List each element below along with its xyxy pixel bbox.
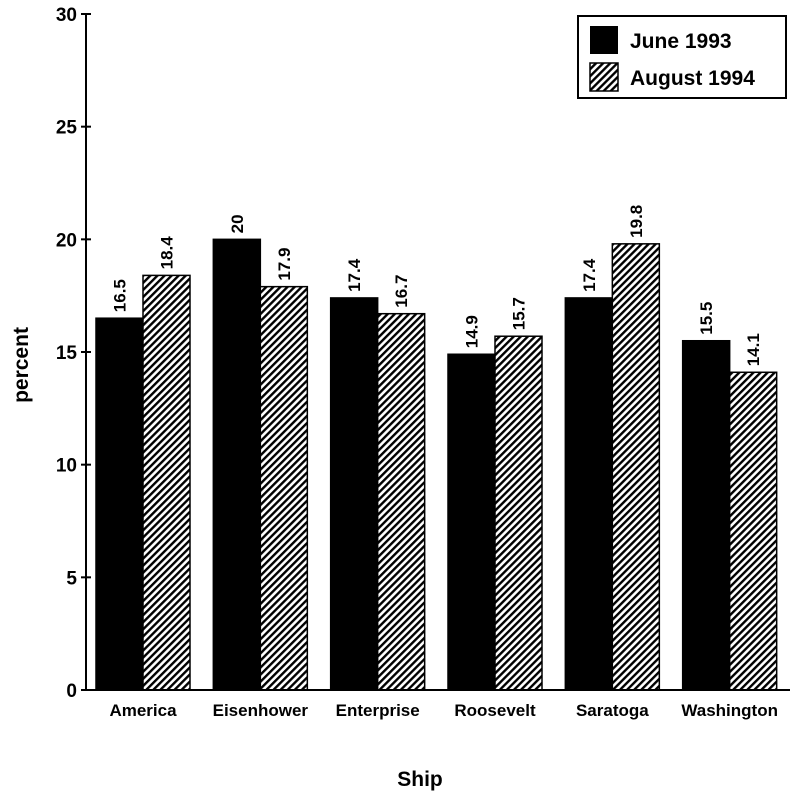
y-tick-label-25: 25: [56, 118, 78, 139]
value-label-america-june-1993: 16.5: [111, 279, 130, 312]
y-tick-label-15: 15: [56, 343, 78, 364]
bar-america-august-1994: [142, 274, 191, 691]
category-label-eisenhower: Eisenhower: [213, 701, 309, 720]
value-labels: 16.5 18.4 20 17.9 17.4 16.7 14.9 15.7 17.4 19.8 15…: [111, 205, 764, 367]
value-label-washington-june-1993: 15.5: [697, 302, 716, 335]
category-label-washington: Washington: [681, 701, 778, 720]
category-label-america: America: [109, 701, 177, 720]
y-tick-label-0: 0: [66, 681, 77, 702]
bar-saratoga-june-1993: [564, 297, 614, 691]
bar-enterprise-june-1993: [329, 297, 379, 691]
axes: America Eisenhower Enterprise Roosevelt Sara…: [56, 5, 790, 720]
bar-enterprise-august-1994: [376, 312, 426, 691]
bars: [95, 238, 778, 691]
category-label-saratoga: Saratoga: [576, 701, 649, 720]
value-label-washington-august-1994: 14.1: [744, 333, 763, 366]
legend: June 1993 August 1994: [577, 15, 787, 99]
bar-saratoga-august-1994: [611, 243, 661, 691]
bar-eisenhower-august-1994: [259, 285, 309, 691]
legend-label-august-1994: August 1994: [630, 67, 755, 90]
bar-eisenhower-june-1993: [212, 238, 262, 691]
value-label-roosevelt-august-1994: 15.7: [510, 297, 529, 330]
value-label-america-august-1994: 18.4: [158, 236, 177, 270]
bar-washington-august-1994: [728, 371, 778, 691]
value-label-eisenhower-june-1993: 20: [228, 214, 247, 233]
y-tick-label-30: 30: [56, 5, 77, 26]
value-label-saratoga-august-1994: 19.8: [627, 205, 646, 238]
category-label-roosevelt: Roosevelt: [454, 701, 536, 720]
category-label-enterprise: Enterprise: [336, 701, 420, 720]
y-tick-label-20: 20: [56, 230, 77, 251]
x-axis-title: Ship: [397, 768, 443, 791]
legend-swatch-august-1994: [589, 62, 619, 92]
legend-label-june-1993: June 1993: [630, 30, 732, 53]
value-label-eisenhower-august-1994: 17.9: [275, 248, 294, 281]
bar-washington-june-1993: [681, 339, 731, 691]
y-tick-label-10: 10: [56, 456, 77, 477]
legend-swatch-june-1993: [590, 26, 618, 54]
bar-roosevelt-august-1994: [494, 335, 543, 691]
y-tick-label-5: 5: [66, 568, 77, 589]
value-label-enterprise-august-1994: 16.7: [392, 275, 411, 308]
bar-america-june-1993: [95, 317, 144, 691]
value-label-roosevelt-june-1993: 14.9: [463, 315, 482, 348]
bar-roosevelt-june-1993: [447, 353, 496, 691]
value-label-enterprise-june-1993: 17.4: [345, 258, 364, 292]
y-axis-title: percent: [10, 327, 33, 403]
value-label-saratoga-june-1993: 17.4: [580, 258, 599, 292]
